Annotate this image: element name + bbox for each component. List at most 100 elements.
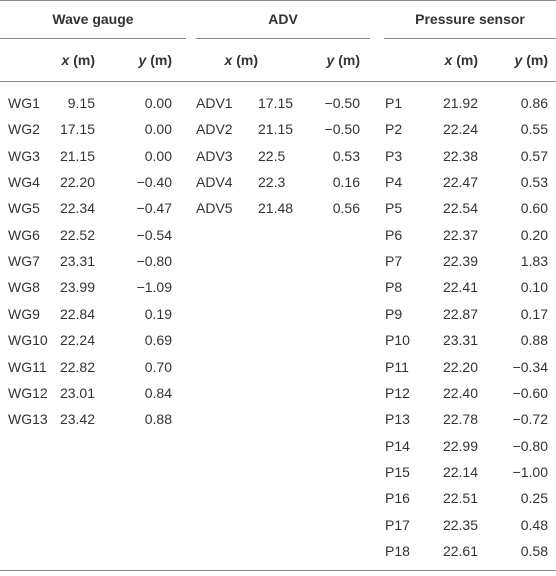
x-value: 22.99 <box>442 437 478 454</box>
x-value: 22.14 <box>442 463 478 480</box>
y-value: 0.25 <box>520 490 548 507</box>
y-value: −0.80 <box>512 437 548 454</box>
unit: (m) <box>456 52 478 68</box>
row-label: P7 <box>385 253 403 270</box>
x-value: 22.47 <box>442 174 478 191</box>
x-value: 21.48 <box>258 200 294 217</box>
row-label: P16 <box>385 490 410 507</box>
x-value: 22.52 <box>59 226 95 243</box>
x-value: 22.20 <box>442 358 478 375</box>
y-value: −0.54 <box>136 226 172 243</box>
row-label: WG3 <box>8 147 40 164</box>
x-value: 22.35 <box>442 516 478 533</box>
y-value: 0.55 <box>520 121 548 138</box>
variable: x <box>61 52 70 68</box>
y-value: 0.70 <box>144 358 172 375</box>
x-value: 22.87 <box>442 305 478 322</box>
variable: y <box>514 52 523 68</box>
row-label: P5 <box>385 200 403 217</box>
y-value: −0.50 <box>324 95 360 111</box>
y-value: −0.34 <box>512 358 548 375</box>
x-value: 21.92 <box>442 95 478 111</box>
x-value: 17.15 <box>59 121 95 138</box>
group-header: Pressure sensor <box>415 11 525 27</box>
y-value: 0.69 <box>144 332 172 349</box>
x-value: 22.51 <box>442 490 478 507</box>
row-label: ADV3 <box>196 147 233 164</box>
variable: x <box>224 52 233 68</box>
y-value: −0.80 <box>136 253 172 270</box>
row-label: WG5 <box>8 200 40 217</box>
x-value: 22.61 <box>442 542 478 559</box>
x-value: 21.15 <box>258 121 294 138</box>
x-value: 22.20 <box>59 174 95 191</box>
top-rule <box>0 0 556 1</box>
column-header: x (m) <box>418 51 478 69</box>
y-value: −0.50 <box>324 121 360 138</box>
y-value: −0.47 <box>136 200 172 217</box>
variable: y <box>326 52 335 68</box>
x-value: 22.82 <box>59 358 95 375</box>
y-value: 0.57 <box>520 147 548 164</box>
x-value: 22.84 <box>59 305 95 322</box>
row-label: WG6 <box>8 226 40 243</box>
unit: (m) <box>236 52 258 68</box>
column-header: x (m) <box>198 51 258 69</box>
x-value: 23.42 <box>59 411 95 428</box>
y-value: −1.00 <box>512 463 548 480</box>
x-value: 23.31 <box>59 253 95 270</box>
x-value: 21.15 <box>59 147 95 164</box>
x-value: 22.24 <box>59 332 95 349</box>
y-value: 0.17 <box>520 305 548 322</box>
x-value: 17.15 <box>258 95 294 111</box>
x-value: 22.24 <box>442 121 478 138</box>
y-value: −0.60 <box>512 384 548 401</box>
variable: y <box>138 52 147 68</box>
row-label: P15 <box>385 463 410 480</box>
row-label: ADV5 <box>196 200 233 217</box>
y-value: 0.10 <box>520 279 548 296</box>
row-label: P9 <box>385 305 403 322</box>
x-value: 22.5 <box>258 147 286 164</box>
x-value: 22.40 <box>442 384 478 401</box>
row-label: ADV1 <box>196 95 233 111</box>
row-label: WG7 <box>8 253 40 270</box>
group-rule <box>196 38 370 39</box>
y-value: 0.48 <box>520 516 548 533</box>
row-label: P6 <box>385 226 403 243</box>
column-header: y (m) <box>488 51 548 69</box>
row-label: WG9 <box>8 305 40 322</box>
y-value: 0.00 <box>144 121 172 138</box>
group-header: Wave gauge <box>52 11 134 27</box>
y-value: 0.00 <box>144 147 172 164</box>
row-label: P12 <box>385 384 410 401</box>
row-label: P2 <box>385 121 403 138</box>
unit: (m) <box>73 52 95 68</box>
y-value: 0.88 <box>520 332 548 349</box>
row-label: P17 <box>385 516 410 533</box>
y-value: 0.60 <box>520 200 548 217</box>
row-label: P11 <box>385 358 409 375</box>
row-label: WG8 <box>8 279 40 296</box>
y-value: 1.83 <box>520 253 548 270</box>
y-value: −0.72 <box>512 411 548 428</box>
x-value: 22.78 <box>442 411 478 428</box>
column-header: y (m) <box>112 51 172 69</box>
row-label: P18 <box>385 542 410 559</box>
y-value: 0.58 <box>520 542 548 559</box>
x-value: 22.38 <box>442 147 478 164</box>
y-value: 0.00 <box>144 95 172 111</box>
row-label: ADV2 <box>196 121 233 138</box>
row-label: WG12 <box>8 384 48 401</box>
y-value: 0.88 <box>144 411 172 428</box>
row-label: WG13 <box>8 411 48 428</box>
row-label: P8 <box>385 279 403 296</box>
x-value: 22.39 <box>442 253 478 270</box>
row-label: WG2 <box>8 121 40 138</box>
x-value: 9.15 <box>67 95 95 111</box>
y-value: 0.84 <box>144 384 172 401</box>
row-label: WG10 <box>8 332 48 349</box>
variable: x <box>444 52 453 68</box>
x-value: 22.3 <box>258 174 286 191</box>
